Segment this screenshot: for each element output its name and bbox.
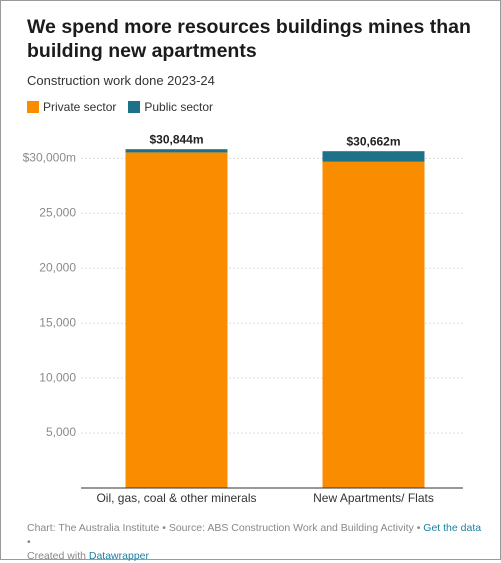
legend-label: Public sector bbox=[144, 100, 214, 114]
chart-title: We spend more resources buildings mines … bbox=[27, 16, 471, 62]
total-label: $30,662m bbox=[346, 134, 400, 148]
legend-swatch bbox=[27, 101, 39, 113]
separator: • bbox=[27, 536, 31, 548]
source: Source: ABS Construction Work and Buildi… bbox=[168, 522, 414, 534]
credit: Chart: The Australia Institute bbox=[27, 522, 160, 534]
separator: • bbox=[162, 522, 166, 534]
chart-subtitle: Construction work done 2023-24 bbox=[27, 73, 215, 88]
y-tick-label: 15,000 bbox=[39, 315, 76, 329]
footer: Chart: The Australia Institute • Source:… bbox=[27, 521, 487, 563]
x-tick-label: Oil, gas, coal & other minerals bbox=[96, 491, 256, 505]
y-tick-label: 10,000 bbox=[39, 370, 76, 384]
bar-segment bbox=[125, 152, 228, 489]
legend-item: Private sector bbox=[27, 100, 116, 114]
bar-segment bbox=[322, 161, 425, 488]
created-with: Created with bbox=[27, 550, 86, 562]
bar-segment bbox=[125, 149, 228, 153]
legend-swatch bbox=[128, 101, 141, 113]
tool-link[interactable]: Datawrapper bbox=[88, 550, 149, 562]
legend: Private sector Public sector bbox=[27, 100, 213, 114]
separator: • bbox=[416, 522, 421, 534]
y-tick-label: $30,000m bbox=[23, 151, 76, 165]
plot: 5,000 10,000 15,000 20,000 25,000 $30,000m $30… bbox=[23, 132, 463, 505]
bar-segment bbox=[322, 151, 425, 162]
y-tick-label: 20,000 bbox=[39, 260, 76, 274]
y-tick-label: 5,000 bbox=[46, 425, 76, 439]
get-data-link[interactable]: Get the data bbox=[423, 522, 482, 534]
total-label: $30,844m bbox=[149, 132, 203, 146]
legend-label: Private sector bbox=[43, 100, 117, 114]
y-tick-label: 25,000 bbox=[39, 206, 76, 220]
x-tick-label: New Apartments/ Flats bbox=[313, 491, 434, 505]
legend-item: Public sector bbox=[128, 100, 213, 114]
